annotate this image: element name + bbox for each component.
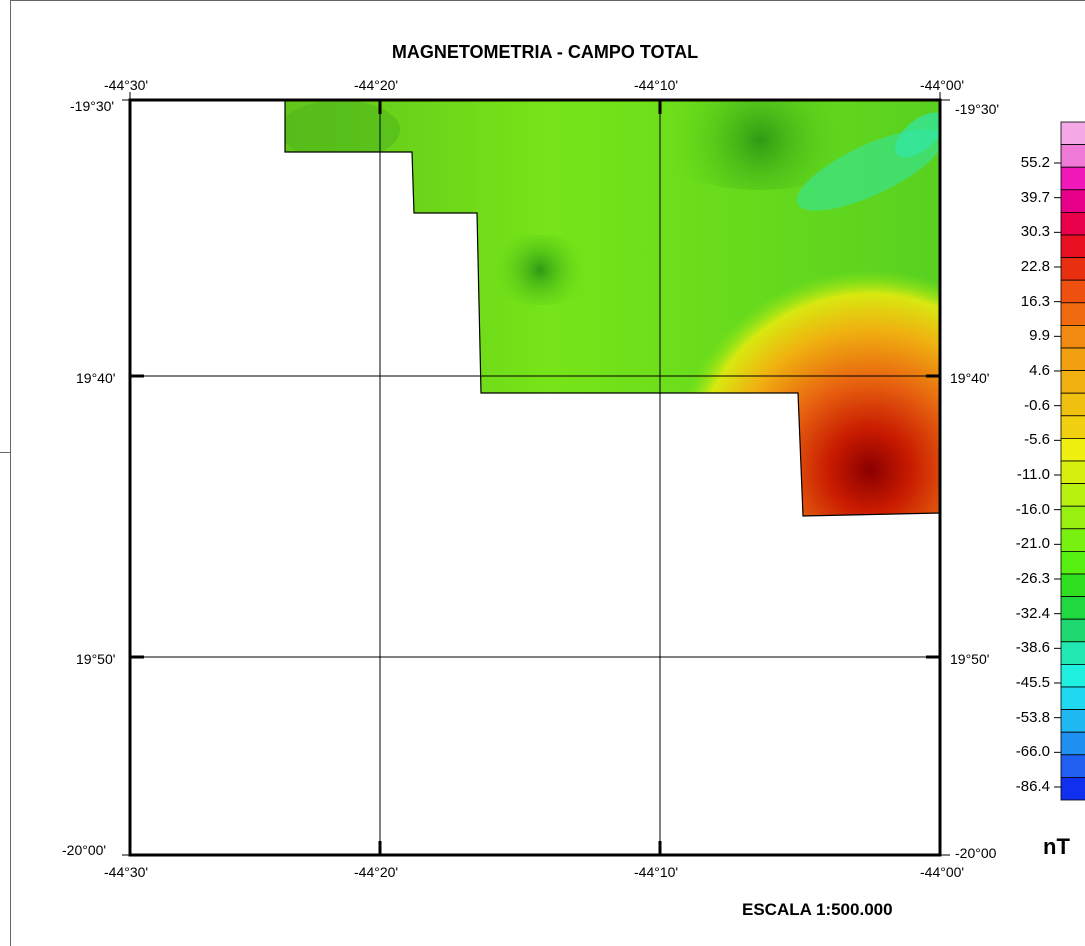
legend-swatch: [1060, 777, 1085, 801]
legend-swatch: [1060, 528, 1085, 552]
legend-swatch: [1060, 709, 1085, 733]
legend-value-label: 16.3: [1020, 292, 1050, 310]
color-legend-bar: [1054, 121, 1085, 801]
map-grid: [130, 100, 940, 855]
legend-swatch: [1060, 664, 1085, 688]
legend-value-label: -45.5: [1015, 674, 1050, 691]
legend-swatch: [1060, 144, 1085, 168]
legend-value-label: -21.0: [1015, 535, 1050, 553]
magnetic-field-data: [285, 100, 940, 516]
left-lat-label: -20°00': [62, 842, 107, 858]
legend-value-label: -32.4: [1015, 604, 1050, 622]
page-tick-left: [0, 452, 10, 453]
legend-swatch: [1060, 392, 1085, 417]
legend-value-label: -5.6: [1024, 431, 1050, 449]
right-lat-label: -19°30': [955, 101, 1000, 117]
legend-swatch: [1060, 415, 1085, 439]
legend-swatch: [1060, 460, 1085, 485]
legend-swatch: [1060, 234, 1085, 259]
legend-swatch: [1060, 505, 1085, 530]
top-lon-label: -44°10': [634, 77, 679, 93]
legend-value-label: -11.0: [1016, 466, 1050, 483]
map-frame: [128, 98, 942, 857]
bottom-lon-label: -44°20': [354, 864, 399, 880]
legend-swatch: [1060, 731, 1085, 756]
legend-value-label: -16.0: [1015, 500, 1050, 518]
bottom-lon-label: -44°10': [634, 864, 679, 880]
legend-value-label: -66.0: [1015, 743, 1050, 761]
bottom-lon-label: -44°00': [920, 864, 965, 880]
legend-swatch: [1060, 483, 1085, 507]
legend-swatch: [1060, 279, 1085, 304]
legend-value-label: -86.4: [1015, 778, 1050, 795]
legend-value-label: 22.8: [1020, 258, 1050, 275]
map-title: MAGNETOMETRIA - CAMPO TOTAL: [391, 42, 699, 62]
legend-value-label: 9.9: [1029, 327, 1050, 345]
legend-swatch: [1060, 596, 1085, 620]
corner-ticks: [122, 92, 950, 856]
legend-swatch: [1060, 618, 1085, 643]
legend-swatch: [1060, 551, 1085, 575]
unit-label: nT: [1043, 834, 1070, 859]
legend-swatch: [1060, 257, 1085, 281]
top-lon-label: -44°30': [104, 77, 149, 93]
legend-value-label: 30.3: [1020, 223, 1050, 241]
legend-value-label: -26.3: [1015, 570, 1050, 587]
top-lon-label: -44°20': [354, 77, 399, 93]
top-lon-label: -44°00': [920, 77, 965, 93]
legend-swatch: [1060, 686, 1085, 711]
left-lat-label: 19°40': [76, 370, 116, 386]
grid-ticks: [130, 100, 940, 855]
legend-swatch: [1060, 370, 1085, 394]
legend-value-label: 55.2: [1020, 154, 1050, 171]
right-lat-label: -20°00: [955, 845, 997, 861]
legend-swatch: [1060, 166, 1085, 191]
legend-swatch: [1060, 211, 1085, 236]
page-border-left: [10, 0, 11, 946]
page-border-top: [10, 0, 1085, 1]
legend-value-label: -0.6: [1024, 396, 1050, 414]
legend-value-label: -53.8: [1015, 708, 1050, 726]
legend-value-label: 4.6: [1029, 362, 1050, 379]
legend-swatch: [1060, 121, 1085, 146]
legend-swatch: [1060, 324, 1085, 349]
bottom-lon-label: -44°30': [104, 864, 149, 880]
legend-swatch: [1060, 641, 1085, 665]
legend-swatch: [1060, 302, 1085, 326]
legend-swatch: [1060, 754, 1085, 778]
legend-swatch: [1060, 347, 1085, 372]
legend-swatch: [1060, 437, 1085, 462]
legend-swatch: [1060, 573, 1085, 598]
legend-swatch: [1060, 189, 1085, 213]
right-lat-label: 19°50': [950, 651, 990, 667]
scale-label: ESCALA 1:500.000: [742, 900, 893, 919]
legend-value-label: 39.7: [1020, 188, 1050, 206]
right-lat-label: 19°40': [950, 370, 990, 386]
left-lat-label: -19°30': [70, 98, 115, 114]
left-lat-label: 19°50': [76, 651, 116, 667]
legend-value-label: -38.6: [1015, 639, 1050, 657]
